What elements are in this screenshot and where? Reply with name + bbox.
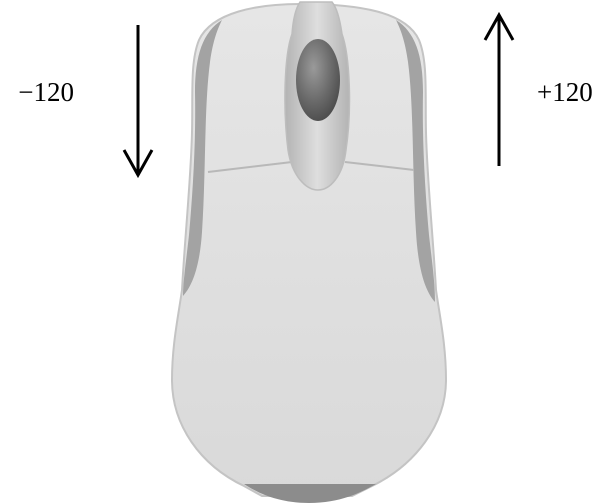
mouse-left-grip — [183, 20, 222, 296]
mouse-right-grip — [396, 20, 435, 302]
scroll-up-arrow-icon — [483, 11, 515, 166]
computer-mouse-icon — [170, 1, 448, 503]
scroll-down-arrow-icon — [122, 25, 154, 179]
scroll-down-value-label: −120 — [18, 77, 74, 107]
mouse-cable-port — [244, 484, 376, 503]
mouse-button-divider — [207, 161, 415, 173]
scroll-wheel — [296, 39, 340, 121]
mouse-body — [170, 2, 448, 497]
scroll-up-value-label: +120 — [537, 77, 593, 107]
